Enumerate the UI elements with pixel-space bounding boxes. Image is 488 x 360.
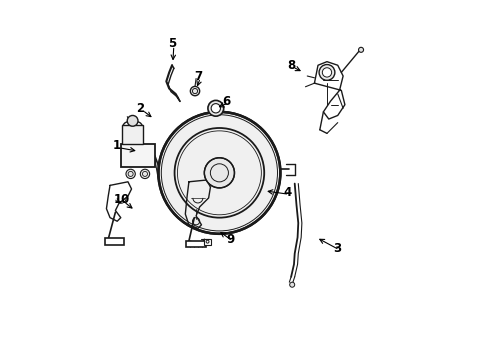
Bar xyxy=(104,238,124,244)
FancyBboxPatch shape xyxy=(121,144,155,167)
Text: 4: 4 xyxy=(283,186,291,199)
Circle shape xyxy=(127,116,138,126)
Circle shape xyxy=(126,169,135,179)
Text: 1: 1 xyxy=(113,139,121,152)
Circle shape xyxy=(204,158,234,188)
Circle shape xyxy=(158,112,280,234)
Bar xyxy=(204,239,210,244)
Circle shape xyxy=(211,104,220,113)
Text: 10: 10 xyxy=(114,193,130,206)
Circle shape xyxy=(322,68,331,77)
Text: 6: 6 xyxy=(222,95,230,108)
Circle shape xyxy=(190,86,199,96)
Circle shape xyxy=(289,282,294,287)
Circle shape xyxy=(140,169,149,179)
Circle shape xyxy=(319,64,334,80)
Bar xyxy=(186,241,206,247)
Text: 7: 7 xyxy=(194,69,202,82)
Text: 3: 3 xyxy=(333,242,341,255)
Bar xyxy=(122,126,142,144)
Text: 9: 9 xyxy=(226,233,235,246)
Circle shape xyxy=(207,100,223,116)
Text: 5: 5 xyxy=(167,37,176,50)
Text: 2: 2 xyxy=(136,102,144,115)
Circle shape xyxy=(358,47,363,52)
Text: 8: 8 xyxy=(286,59,295,72)
